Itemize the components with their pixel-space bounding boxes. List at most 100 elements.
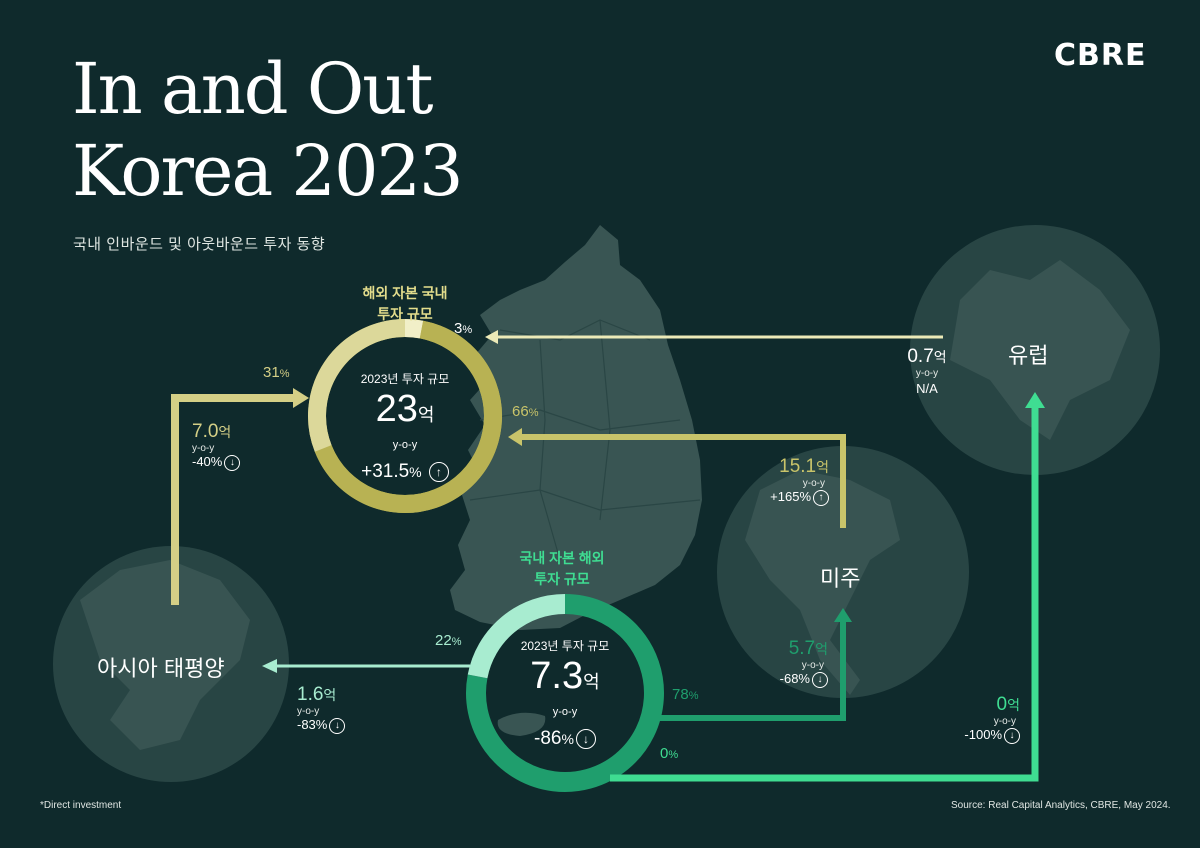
outbound-ring-americas [466, 594, 664, 792]
pct-symbol: % [462, 324, 473, 336]
in-americas-pct: 66% [512, 403, 538, 420]
in-americas-pct-value: 66 [512, 403, 529, 420]
in-europe-stats: 0.7억 y-o-y N/A [895, 346, 959, 396]
source-note: Source: Real Capital Analytics, CBRE, Ma… [951, 800, 1171, 811]
outbound-label: 국내 자본 해외 투자 규모 [497, 548, 627, 590]
outbound-value: 7.3억 [495, 654, 635, 704]
korea-map [450, 225, 702, 630]
outbound-label-line-1: 국내 자본 해외 [519, 550, 605, 566]
in-americas-yoy: y-o-y [802, 478, 825, 489]
arrow-down-circle-icon: ↓ [329, 717, 346, 734]
out-asia-yoy: y-o-y [297, 706, 320, 717]
in-europe-change: N/A [916, 381, 938, 396]
out-asia-pct: 22% [435, 632, 461, 649]
arrow-in-asia-head [293, 388, 309, 408]
in-europe-value-number: 0.7 [907, 346, 934, 367]
in-europe-value-unit: 억 [933, 349, 947, 365]
inbound-ring-asia-pacific [308, 319, 406, 452]
inbound-value-unit: 억 [417, 405, 435, 425]
pct-symbol: % [668, 749, 679, 761]
region-asia-pacific: 아시아 태평양 [97, 656, 225, 681]
korea-provinces [469, 319, 701, 561]
out-europe-change: -100% ↓ [948, 727, 1020, 744]
out-americas-yoy: y-o-y [801, 660, 824, 671]
inbound-label: 해외 자본 국내 투자 규모 [340, 283, 470, 325]
arrow-in-europe-head [485, 330, 498, 344]
globe-americas-land [745, 470, 900, 695]
cbre-logo: CBRE [1054, 38, 1147, 73]
out-asia-change: -83% ↓ [297, 717, 367, 734]
in-americas-change-value: +165% [770, 489, 811, 504]
arrow-out-americas [650, 620, 846, 721]
outbound-yoy: y-o-y [552, 706, 578, 718]
pct-symbol: % [451, 636, 462, 648]
arrow-out-europe-head [1025, 392, 1045, 408]
inbound-change: +31.5% ↑ [335, 461, 475, 483]
in-asia-value-unit: 억 [218, 424, 232, 440]
arrow-down-circle-icon: ↓ [224, 454, 241, 471]
in-americas-value-number: 15.1 [779, 456, 817, 477]
in-americas-value-unit: 억 [816, 459, 829, 475]
out-europe-pct-value: 0 [660, 745, 669, 762]
out-americas-value: 5.7억 [762, 638, 828, 660]
in-americas-value: 15.1억 [757, 456, 829, 478]
inbound-change-unit: % [409, 464, 422, 480]
in-europe-pct: 3% [454, 320, 472, 337]
pct-symbol: % [528, 407, 539, 419]
inbound-value: 23억 [335, 387, 475, 437]
out-asia-value: 1.6억 [297, 684, 367, 706]
outbound-year-label: 2023년 투자 규모 [520, 639, 610, 653]
arrow-out-asia-head [262, 659, 277, 673]
region-americas: 미주 [820, 566, 861, 591]
in-americas-change: +165% ↑ [757, 489, 829, 506]
globe-europe-land [950, 260, 1130, 440]
outbound-summary: 2023년 투자 규모 7.3억 y-o-y -86% ↓ [495, 637, 635, 750]
arrow-in-americas [520, 434, 846, 528]
inbound-yoy: y-o-y [392, 439, 418, 451]
jeju-island [497, 712, 546, 736]
in-asia-yoy: y-o-y [192, 443, 215, 454]
outbound-change-unit: % [561, 731, 574, 747]
arrow-in-asia [171, 394, 295, 605]
arrow-up-circle-icon: ↑ [813, 489, 829, 506]
out-europe-stats: 0억 y-o-y -100% ↓ [948, 694, 1020, 744]
title-line-2: Korea 2023 [72, 130, 464, 212]
out-americas-pct: 78% [672, 686, 698, 703]
out-europe-yoy: y-o-y [993, 716, 1016, 727]
footnote: *Direct investment [40, 800, 122, 811]
outbound-value-unit: 억 [583, 672, 600, 692]
globe-asia-land [80, 560, 250, 750]
inbound-summary: 2023년 투자 규모 23억 y-o-y +31.5% ↑ [335, 370, 475, 483]
out-americas-value-number: 5.7 [788, 638, 816, 659]
in-asia-pct-value: 31 [263, 364, 280, 381]
inbound-ring-americas [314, 320, 502, 513]
in-europe-pct-value: 3 [454, 320, 463, 337]
out-asia-value-number: 1.6 [297, 684, 324, 705]
out-europe-pct: 0% [660, 745, 678, 762]
out-europe-value: 0억 [948, 694, 1020, 716]
in-europe-value: 0.7억 [895, 346, 959, 368]
inbound-value-number: 23 [375, 388, 418, 430]
subtitle: 국내 인바운드 및 아웃바운드 투자 동향 [73, 236, 326, 253]
region-europe: 유럽 [1008, 343, 1049, 368]
in-asia-pct: 31% [263, 364, 289, 381]
page-title: In and Out Korea 2023 [72, 48, 464, 212]
outbound-change: -86% ↓ [495, 728, 635, 750]
inbound-change-value: +31.5 [361, 461, 410, 482]
inbound-label-line-2: 투자 규모 [377, 306, 433, 322]
in-americas-stats: 15.1억 y-o-y +165% ↑ [757, 456, 829, 506]
outbound-ring-segments [466, 594, 664, 792]
out-europe-value-number: 0 [996, 694, 1008, 715]
out-asia-pct-value: 22 [435, 632, 452, 649]
arrow-in-americas-head [508, 428, 522, 446]
out-americas-stats: 5.7억 y-o-y -68% ↓ [762, 638, 828, 688]
arrow-down-circle-icon: ↓ [575, 728, 596, 749]
out-europe-change-value: -100% [964, 727, 1002, 742]
title-line-1: In and Out [72, 48, 433, 130]
inbound-ring-europe [404, 319, 424, 339]
outbound-value-number: 7.3 [530, 655, 584, 697]
out-asia-value-unit: 억 [323, 687, 337, 703]
in-asia-change-value: -40% [192, 454, 223, 469]
